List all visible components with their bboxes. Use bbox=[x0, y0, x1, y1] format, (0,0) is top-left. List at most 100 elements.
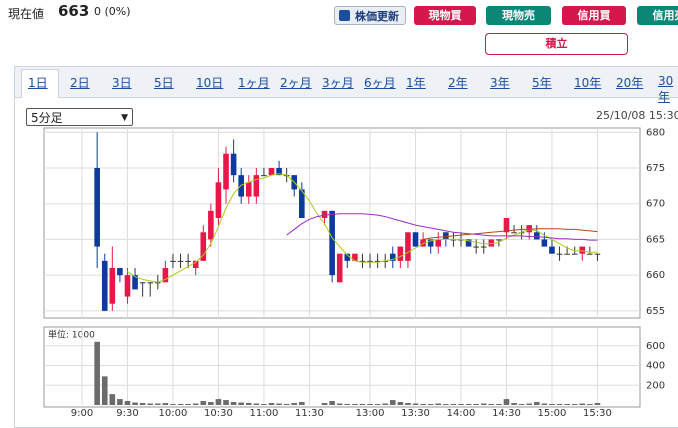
volume-bar bbox=[291, 403, 298, 405]
tab[interactable]: 3ヶ月 bbox=[322, 76, 354, 90]
button[interactable]: 信用売 bbox=[637, 6, 678, 25]
volume-bar bbox=[147, 403, 154, 405]
candle-body bbox=[511, 232, 517, 234]
button[interactable]: 積立 bbox=[485, 33, 628, 55]
volume-bar bbox=[443, 404, 449, 405]
candle-body bbox=[435, 239, 442, 247]
candle-body bbox=[230, 153, 237, 176]
candle-body bbox=[147, 282, 154, 284]
volume-bar bbox=[450, 404, 457, 405]
candle-body bbox=[299, 189, 305, 218]
candle-body bbox=[109, 268, 116, 304]
x-tick-label: 14:30 bbox=[492, 408, 521, 419]
tab[interactable]: 20年 bbox=[616, 76, 644, 90]
tab[interactable]: 2ヶ月 bbox=[280, 76, 312, 90]
volume-bar bbox=[503, 399, 510, 405]
volume-bar bbox=[359, 404, 366, 405]
candle-body bbox=[223, 153, 229, 190]
volume-bar bbox=[382, 403, 388, 405]
timestamp: 25/10/08 15:30 bbox=[596, 109, 678, 122]
volume-bar bbox=[170, 404, 176, 405]
candle-body bbox=[192, 260, 199, 268]
volume-bar bbox=[268, 403, 275, 405]
candle-body bbox=[405, 232, 411, 261]
y-tick-label: 200 bbox=[646, 380, 665, 391]
volume-bar bbox=[299, 402, 305, 405]
volume-bar bbox=[124, 401, 131, 405]
volume-bar bbox=[488, 404, 495, 405]
volume-bar bbox=[480, 403, 487, 405]
candle-body bbox=[496, 239, 502, 241]
volume-bar bbox=[556, 404, 563, 405]
button[interactable]: 株価更新 bbox=[334, 6, 406, 25]
button[interactable]: 現物買 bbox=[414, 6, 476, 25]
candle-body bbox=[185, 260, 191, 262]
tab[interactable]: 3年 bbox=[490, 76, 510, 90]
volume-bar bbox=[367, 404, 373, 405]
volume-bar bbox=[564, 404, 570, 405]
candle-body bbox=[480, 246, 487, 248]
volume-bar bbox=[109, 394, 116, 405]
volume-bar bbox=[155, 403, 161, 405]
candle-body bbox=[587, 253, 593, 255]
tab[interactable]: 1年 bbox=[406, 76, 426, 90]
refresh-icon bbox=[339, 10, 350, 21]
tab[interactable]: 3日 bbox=[112, 76, 132, 90]
tab[interactable]: 10年 bbox=[574, 76, 602, 90]
volume-bar bbox=[427, 404, 434, 405]
volume-bar bbox=[397, 402, 404, 405]
tab[interactable]: 5年 bbox=[532, 76, 552, 90]
candle-body bbox=[427, 239, 434, 247]
volume-bar bbox=[534, 402, 540, 405]
volume-bar bbox=[94, 341, 100, 405]
tab[interactable]: 2年 bbox=[448, 76, 468, 90]
tab[interactable]: 1ヶ月 bbox=[238, 76, 270, 90]
price-label: 現在値 bbox=[8, 7, 45, 21]
x-tick-label: 15:30 bbox=[583, 408, 612, 419]
period-select[interactable]: 5分足 ▼ bbox=[26, 108, 133, 126]
tab[interactable]: 1日 bbox=[28, 76, 48, 90]
candle-body bbox=[389, 253, 396, 261]
candle-body bbox=[556, 253, 563, 255]
volume-bar bbox=[276, 403, 282, 405]
x-tick-label: 9:30 bbox=[116, 408, 138, 419]
tab[interactable]: 10日 bbox=[196, 76, 224, 90]
volume-bar bbox=[405, 403, 411, 405]
volume-bar bbox=[412, 403, 419, 405]
tab[interactable]: 5日 bbox=[154, 76, 174, 90]
volume-bar bbox=[526, 403, 533, 405]
x-tick-label: 15:00 bbox=[538, 408, 567, 419]
volume-bar bbox=[200, 401, 207, 405]
candle-body bbox=[336, 253, 343, 283]
volume-bar bbox=[344, 404, 351, 405]
button[interactable]: 現物売 bbox=[486, 6, 551, 25]
button[interactable]: 信用買 bbox=[562, 6, 626, 25]
volume-bar bbox=[101, 376, 108, 405]
y-tick-label: 655 bbox=[646, 306, 665, 317]
candle-body bbox=[117, 268, 123, 276]
volume-bar bbox=[215, 399, 222, 405]
moving-average bbox=[127, 173, 598, 283]
volume-bar bbox=[283, 404, 290, 405]
candle-body bbox=[488, 239, 495, 247]
change: 0 (0%) bbox=[94, 5, 131, 18]
volume-bar bbox=[594, 403, 601, 405]
candle-body bbox=[465, 239, 472, 247]
candle-body bbox=[367, 260, 373, 262]
candle-body bbox=[101, 260, 108, 311]
candle-body bbox=[374, 260, 381, 262]
tab[interactable]: 2日 bbox=[70, 76, 90, 90]
volume-bar bbox=[420, 404, 426, 405]
tab[interactable]: 30年 bbox=[658, 74, 674, 104]
tab[interactable]: 6ヶ月 bbox=[364, 76, 396, 90]
y-tick-label: 400 bbox=[646, 361, 665, 372]
y-tick-label: 665 bbox=[646, 234, 665, 245]
candle-body bbox=[321, 210, 328, 218]
volume-bar bbox=[374, 404, 381, 405]
volume-bar bbox=[208, 402, 214, 405]
volume-bar bbox=[139, 403, 146, 405]
volume-bar bbox=[389, 400, 396, 405]
candle-body bbox=[526, 225, 533, 233]
volume-bar bbox=[117, 399, 123, 405]
